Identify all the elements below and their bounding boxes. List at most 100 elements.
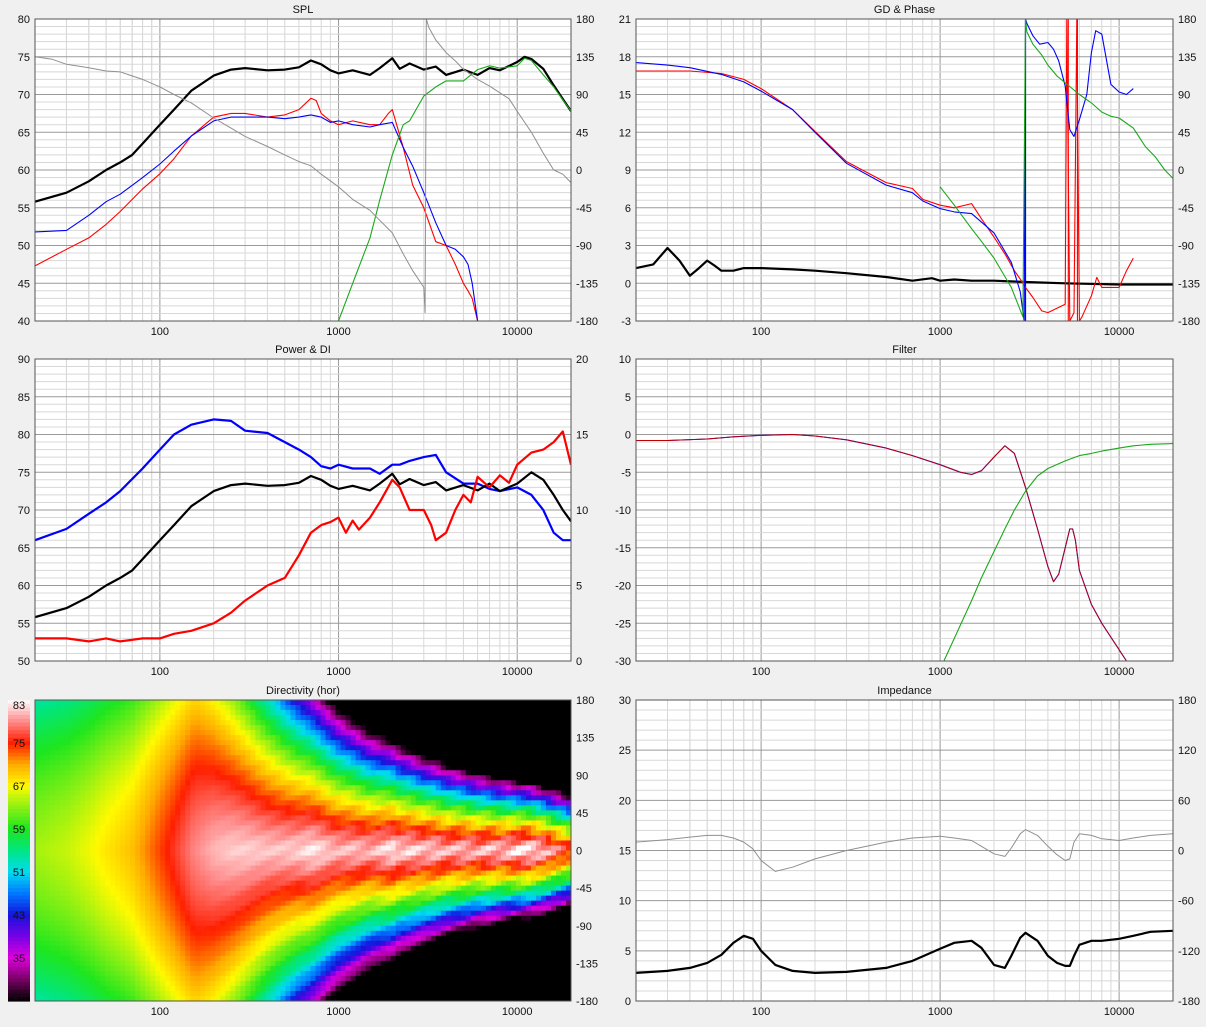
power_di-y-tick-label: 65 xyxy=(18,543,30,555)
power_di-x-tick-label: 10000 xyxy=(502,666,533,678)
power_di-y2-tick-label: 15 xyxy=(576,430,588,442)
power_di-y2-tick-label: 0 xyxy=(576,656,582,668)
spl-x-tick-label: 100 xyxy=(151,326,169,338)
impedance-y-tick-label: 15 xyxy=(619,846,631,858)
spl-y2-tick-label: -180 xyxy=(576,316,598,328)
directivity-y2-tick-label: -90 xyxy=(576,921,592,933)
spl-x-tick-label: 1000 xyxy=(326,326,350,338)
power_di-x-tick-label: 100 xyxy=(151,666,169,678)
gd_phase-y2-tick-label: -90 xyxy=(1178,241,1194,253)
gd_phase-y-tick-label: 15 xyxy=(619,90,631,102)
directivity-x-tick-label: 10000 xyxy=(502,1006,533,1018)
impedance-y-tick-label: 30 xyxy=(619,695,631,707)
directivity-x-tick-label: 100 xyxy=(151,1006,169,1018)
colorbar-tick-label: 43 xyxy=(13,910,25,922)
spl-y-tick-label: 75 xyxy=(18,52,30,64)
spl-y2-tick-label: 135 xyxy=(576,52,594,64)
spl-y-tick-label: 70 xyxy=(18,90,30,102)
directivity-y2-tick-label: 180 xyxy=(576,695,594,707)
filter-y-tick-label: 5 xyxy=(625,392,631,404)
filter-y-tick-label: -5 xyxy=(621,467,631,479)
filter-y-tick-label: 0 xyxy=(625,430,631,442)
impedance-y2-tick-label: -60 xyxy=(1178,896,1194,908)
power_di-y-tick-label: 80 xyxy=(18,430,30,442)
directivity-x-tick-label: 1000 xyxy=(326,1006,350,1018)
spl-y2-tick-label: 180 xyxy=(576,14,594,26)
directivity-y2-tick-label: -180 xyxy=(576,996,598,1008)
impedance-y2-tick-label: 60 xyxy=(1178,795,1190,807)
power_di-y2-tick-label: 10 xyxy=(576,505,588,517)
impedance-y2-tick-label: -120 xyxy=(1178,946,1200,958)
filter-y-tick-label: 10 xyxy=(619,354,631,366)
spl-y2-tick-label: 0 xyxy=(576,165,582,177)
impedance-y-tick-label: 25 xyxy=(619,745,631,757)
gd_phase-grid xyxy=(636,19,1173,321)
colorbar-tick-label: 51 xyxy=(13,867,25,879)
gd_phase-y2-tick-label: -45 xyxy=(1178,203,1194,215)
colorbar-tick-label: 67 xyxy=(13,781,25,793)
impedance-y-tick-label: 10 xyxy=(619,896,631,908)
directivity-y2-tick-label: -45 xyxy=(576,883,592,895)
power_di-y-tick-label: 50 xyxy=(18,656,30,668)
filter-x-tick-label: 1000 xyxy=(928,666,952,678)
impedance-y-tick-label: 20 xyxy=(619,795,631,807)
colorbar-tick-label: 27 xyxy=(13,990,25,1002)
gd_phase-y-tick-label: 18 xyxy=(619,52,631,64)
directivity-y2-tick-label: -135 xyxy=(576,958,598,970)
gd_phase-y2-tick-label: -180 xyxy=(1178,316,1200,328)
gd_phase-y2-tick-label: 45 xyxy=(1178,127,1190,139)
impedance-x-tick-label: 1000 xyxy=(928,1006,952,1018)
power_di-y-tick-label: 60 xyxy=(18,581,30,593)
spl-title: SPL xyxy=(293,4,314,16)
filter-title: Filter xyxy=(892,344,917,356)
impedance-y2-tick-label: -180 xyxy=(1178,996,1200,1008)
gd_phase-y2-tick-label: -135 xyxy=(1178,278,1200,290)
spl-y-tick-label: 80 xyxy=(18,14,30,26)
filter-y-tick-label: -20 xyxy=(615,581,631,593)
gd_phase-y-tick-label: 3 xyxy=(625,241,631,253)
gd_phase-x-tick-label: 10000 xyxy=(1104,326,1135,338)
colorbar-tick-label: 75 xyxy=(13,738,25,750)
gd_phase-y2-tick-label: 180 xyxy=(1178,14,1196,26)
gd_phase-x-tick-label: 1000 xyxy=(928,326,952,338)
gd_phase-y-tick-label: -3 xyxy=(621,316,631,328)
impedance-y2-tick-label: 0 xyxy=(1178,846,1184,858)
directivity-y2-tick-label: 45 xyxy=(576,808,588,820)
power_di-y-tick-label: 55 xyxy=(18,618,30,630)
filter-grid xyxy=(636,359,1173,661)
power_di-grid xyxy=(35,359,571,661)
power_di-x-tick-label: 1000 xyxy=(326,666,350,678)
gd_phase-y2-tick-label: 0 xyxy=(1178,165,1184,177)
directivity-title: Directivity (hor) xyxy=(266,685,340,697)
power_di-y-tick-label: 90 xyxy=(18,354,30,366)
spl-y2-tick-label: -135 xyxy=(576,278,598,290)
impedance-y2-tick-label: 120 xyxy=(1178,745,1196,757)
impedance-title: Impedance xyxy=(877,685,931,697)
filter-y-tick-label: -15 xyxy=(615,543,631,555)
directivity-heatmap xyxy=(35,700,572,1002)
gd_phase-y-tick-label: 6 xyxy=(625,203,631,215)
gd_phase-y2-tick-label: 90 xyxy=(1178,90,1190,102)
power_di-y2-tick-label: 20 xyxy=(576,354,588,366)
spl-y-tick-label: 60 xyxy=(18,165,30,177)
directivity-y2-tick-label: 135 xyxy=(576,733,594,745)
gd_phase-x-tick-label: 100 xyxy=(752,326,770,338)
spl-y2-tick-label: -90 xyxy=(576,241,592,253)
spl-y2-tick-label: 90 xyxy=(576,90,588,102)
spl-x-tick-label: 10000 xyxy=(502,326,533,338)
power_di-y-tick-label: 75 xyxy=(18,467,30,479)
directivity-y2-tick-label: 0 xyxy=(576,846,582,858)
gd_phase-y-tick-label: 0 xyxy=(625,278,631,290)
